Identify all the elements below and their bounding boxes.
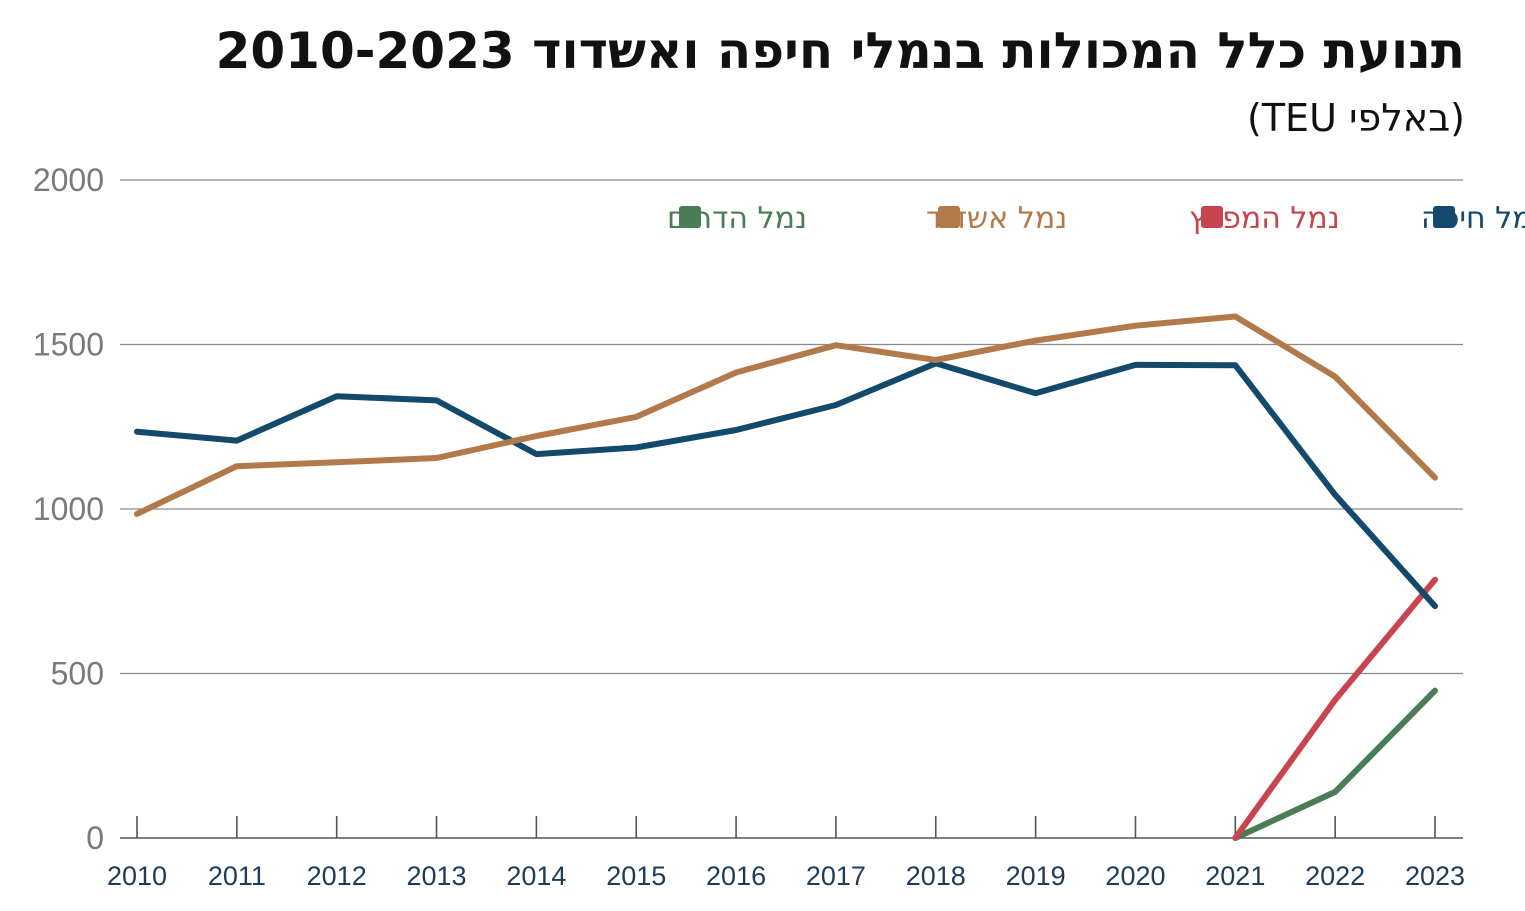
legend-label-1: נמל חיפה [1421,201,1525,236]
series-line-4 [1232,687,1438,841]
y-tick-label-500: 500 [51,656,104,692]
x-tick-label-2010: 2010 [107,861,167,891]
x-tick-label-2019: 2019 [1006,861,1066,891]
y-tick-label-2000: 2000 [33,162,104,198]
legend-label-3: נמל אשדוד [926,201,1067,236]
series-lines [134,313,1438,841]
y-tick-label-1000: 1000 [33,491,104,527]
series-line-2 [1232,576,1438,841]
gridlines [120,179,1463,839]
legend-swatch-2 [1201,206,1223,228]
x-tick-label-2017: 2017 [806,861,866,891]
x-tick-label-2014: 2014 [506,861,566,891]
chart-subtitle: (באלפי TEU) [1247,96,1465,140]
legend-label-4: נמל הדרום [667,201,807,236]
x-tick-label-2020: 2020 [1105,861,1165,891]
series-line-1 [134,360,1438,610]
chart-title: תנועת כלל המכולות בנמלי חיפה ואשדוד 2010… [215,22,1465,80]
axes: 0 500 1000 1500 2000 2010 2011 2012 2013 2014 2015… [33,162,1465,891]
series-line-3 [134,313,1438,517]
x-tick-label-2013: 2013 [406,861,466,891]
x-tick-label-2023: 2023 [1405,861,1465,891]
legend: נמל חיפה נמל המפרץ נמל אשדוד נמל הדרום [667,201,1525,236]
y-tick-label-1500: 1500 [33,327,104,363]
x-tick-label-2021: 2021 [1205,861,1265,891]
x-tick-label-2018: 2018 [906,861,966,891]
legend-swatch-1 [1433,206,1455,228]
x-tick-label-2011: 2011 [208,861,266,891]
x-tick-label-2016: 2016 [706,861,766,891]
legend-swatch-3 [938,206,960,228]
x-tick-label-2012: 2012 [307,861,367,891]
legend-swatch-4 [679,206,701,228]
x-tick-label-2015: 2015 [606,861,666,891]
legend-label-2: נמל המפרץ [1189,201,1340,236]
y-tick-label-0: 0 [86,820,104,856]
x-tick-label-2022: 2022 [1305,861,1365,891]
